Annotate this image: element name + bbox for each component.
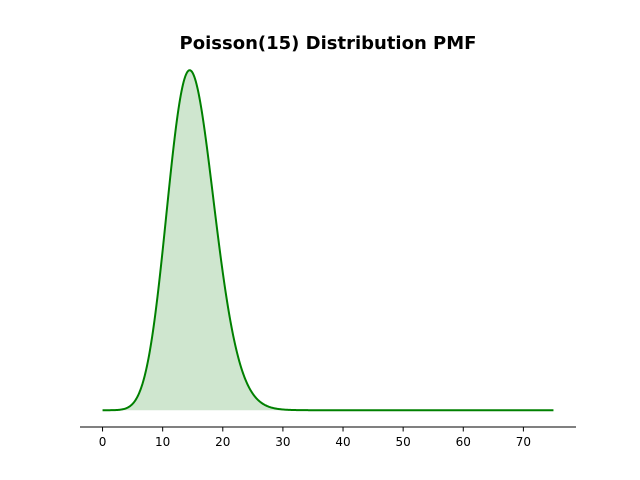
x-axis: 0 10 20 30 40 50 60 70 xyxy=(80,426,576,449)
x-tick-label: 0 xyxy=(99,435,107,449)
pmf-line xyxy=(102,69,554,412)
chart-title: Poisson(15) Distribution PMF xyxy=(180,33,477,54)
x-tick-label: 50 xyxy=(396,435,411,449)
x-tick-label: 40 xyxy=(335,435,350,449)
x-tick-label: 70 xyxy=(516,435,531,449)
x-tick-label: 30 xyxy=(275,435,290,449)
pmf-area-fill xyxy=(102,70,554,411)
x-tick-label: 10 xyxy=(155,435,170,449)
plot-area xyxy=(102,69,554,412)
x-tick-label: 60 xyxy=(456,435,471,449)
x-tick-label: 20 xyxy=(215,435,230,449)
